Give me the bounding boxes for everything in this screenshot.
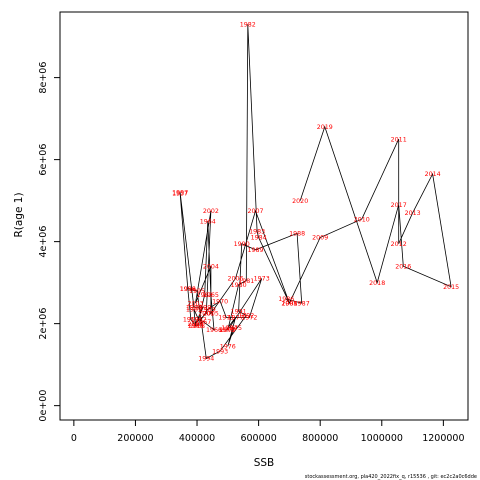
- point-label-2003: 2003: [187, 300, 203, 307]
- y-axis-title: R(age 1): [13, 192, 25, 237]
- point-label-1959: 1959: [183, 317, 199, 324]
- point-label-1990: 1990: [234, 241, 250, 248]
- y-axis: 0e+00 2e+06 4e+06 6e+06 8e+06: [38, 62, 61, 422]
- point-label-1996: 1996: [180, 286, 196, 293]
- point-label-1977: 1977: [227, 315, 243, 322]
- x-tick-label: 800000: [302, 433, 338, 444]
- point-label-2002: 2002: [203, 208, 219, 215]
- point-label-1983: 1983: [249, 229, 265, 236]
- point-label-1991: 1991: [231, 309, 247, 316]
- point-label-1999: 1999: [195, 304, 211, 311]
- point-label-1971: 1971: [218, 315, 234, 322]
- point-label-1978: 1978: [218, 327, 234, 334]
- connecting-line: [179, 24, 452, 360]
- point-label-1974: 1974: [221, 325, 237, 332]
- point-label-1958: 1958: [180, 286, 196, 293]
- point-label-1960: 1960: [187, 323, 203, 330]
- point-label-2013: 2013: [405, 210, 421, 217]
- y-tick-label: 0e+00: [38, 390, 49, 422]
- x-tick-label: 600000: [240, 433, 276, 444]
- point-label-1980: 1980: [231, 282, 247, 289]
- footer-credit: stockassessment.org, pla420_2022fix_q, r…: [305, 474, 477, 480]
- point-label-1981: 1981: [238, 278, 254, 285]
- point-label-2001: 2001: [198, 311, 214, 318]
- point-label-1985: 1985: [281, 300, 297, 307]
- point-label-1993: 1993: [212, 348, 228, 355]
- point-label-1997: 1997: [172, 190, 188, 197]
- x-tick-label: 0: [71, 433, 77, 444]
- y-tick-label: 6e+06: [38, 144, 49, 176]
- point-label-1984: 1984: [251, 235, 267, 242]
- point-label-2014: 2014: [425, 171, 441, 178]
- point-label-1986: 1986: [278, 296, 294, 303]
- point-label-1967: 1967: [195, 319, 211, 326]
- x-tick-label: 200000: [117, 433, 153, 444]
- point-label-2019: 2019: [317, 124, 333, 131]
- y-tick-label: 4e+06: [38, 226, 49, 258]
- x-tick-label: 400000: [179, 433, 215, 444]
- point-label-1979: 1979: [220, 327, 236, 334]
- point-label-2011: 2011: [391, 136, 407, 143]
- point-label-2015: 2015: [443, 284, 459, 291]
- point-label-1982: 1982: [240, 22, 256, 29]
- point-label-1957: 1957: [172, 190, 188, 197]
- point-label-1976: 1976: [220, 343, 236, 350]
- point-label-1962: 1962: [191, 317, 207, 324]
- point-label-1992: 1992: [238, 313, 254, 320]
- point-label-1987: 1987: [294, 300, 310, 307]
- point-label-1969: 1969: [200, 307, 216, 314]
- point-label-1965: 1965: [203, 292, 219, 299]
- point-label-2010: 2010: [354, 216, 370, 223]
- point-label-1975: 1975: [226, 325, 242, 332]
- point-label-2004: 2004: [203, 263, 219, 270]
- point-label-1972: 1972: [241, 315, 257, 322]
- point-label-1973: 1973: [254, 276, 270, 283]
- point-label-1989: 1989: [247, 247, 263, 254]
- point-label-1994: 1994: [198, 356, 214, 363]
- point-label-1966: 1966: [206, 327, 222, 334]
- point-label-1988: 1988: [289, 231, 305, 238]
- trajectory-line: [179, 24, 452, 360]
- point-label-2017: 2017: [391, 202, 407, 209]
- point-label-1963: 1963: [197, 292, 213, 299]
- x-axis: 0 200000 400000 600000 800000 1000000 1200000: [71, 419, 465, 444]
- y-tick-label: 2e+06: [38, 308, 49, 340]
- point-label-2008: 2008: [281, 300, 297, 307]
- x-axis-title: SSB: [254, 457, 275, 469]
- point-label-2006: 2006: [227, 276, 243, 283]
- point-label-2012: 2012: [391, 241, 407, 248]
- point-label-1970: 1970: [212, 298, 228, 305]
- x-tick-label: 1000000: [361, 433, 403, 444]
- point-label-1968: 1968: [189, 323, 205, 330]
- point-label-1998: 1998: [186, 304, 202, 311]
- point-label-2000: 2000: [187, 321, 203, 328]
- point-label-1964: 1964: [200, 218, 216, 225]
- point-label-1995: 1995: [189, 288, 205, 295]
- point-label-2007: 2007: [247, 208, 263, 215]
- point-label-2005: 2005: [203, 311, 219, 318]
- point-label-2020: 2020: [292, 198, 308, 205]
- point-label-2018: 2018: [369, 280, 385, 287]
- y-tick-label: 8e+06: [38, 62, 49, 94]
- x-tick-label: 1200000: [422, 433, 464, 444]
- point-label-2016: 2016: [395, 263, 411, 270]
- point-label-1961: 1961: [186, 307, 202, 314]
- point-label-2009: 2009: [312, 235, 328, 242]
